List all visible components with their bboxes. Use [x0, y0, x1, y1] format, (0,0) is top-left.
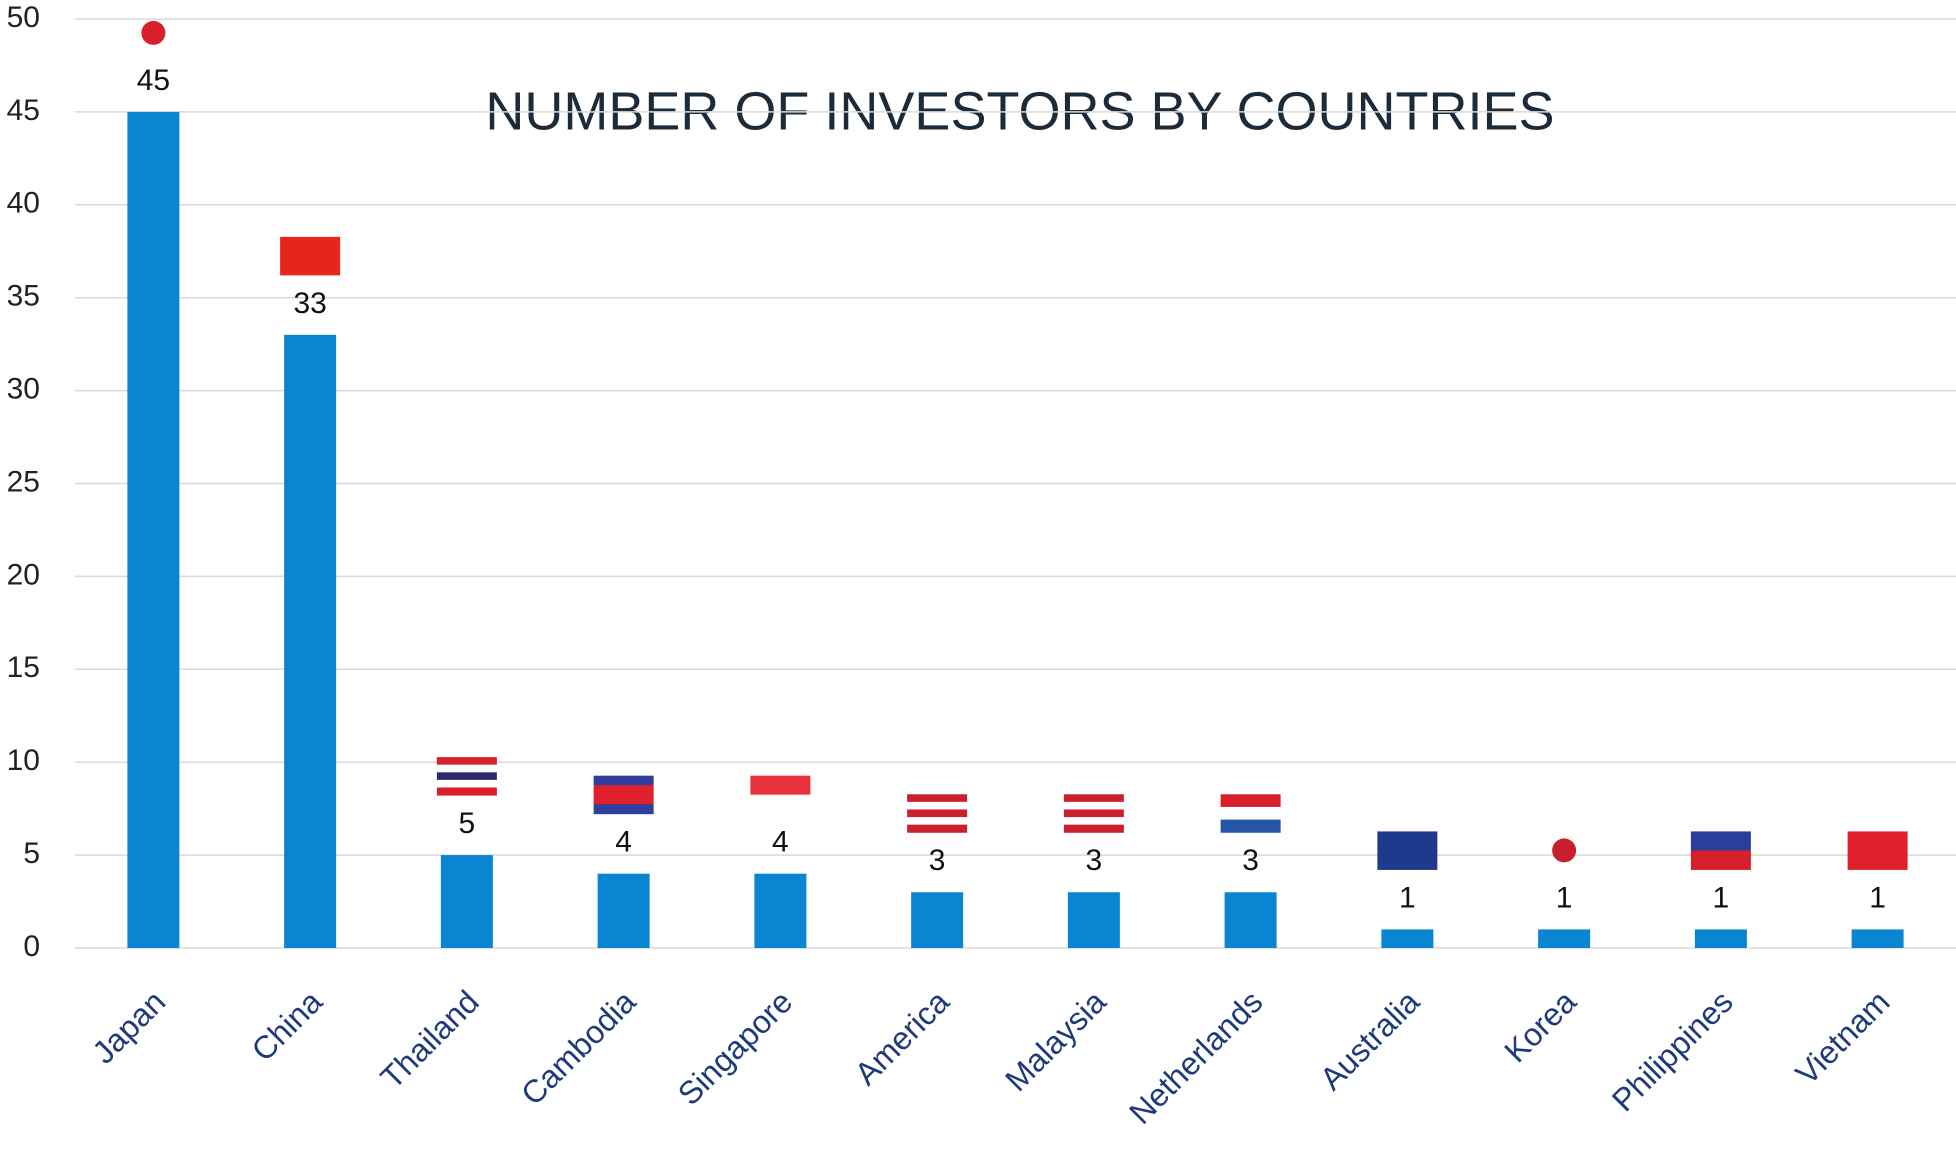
- y-tick-label: 20: [7, 558, 40, 591]
- flag-icon: [907, 824, 968, 833]
- flag-icon: [1063, 824, 1124, 833]
- value-label: 5: [459, 807, 476, 840]
- value-label: 1: [1713, 881, 1730, 914]
- bar: [440, 855, 493, 948]
- value-label: 33: [293, 287, 326, 320]
- value-label: 4: [615, 826, 632, 859]
- flag-icon: [907, 817, 968, 826]
- x-tick-label: Korea: [1497, 983, 1583, 1069]
- value-label: 3: [1242, 844, 1259, 877]
- value-label: 3: [1086, 844, 1103, 877]
- flag-icon: [1063, 794, 1124, 803]
- flag-icon: [436, 757, 497, 766]
- x-tick-label: Singapore: [671, 983, 800, 1112]
- x-tick-label: Philippines: [1605, 983, 1740, 1118]
- y-tick-label: 0: [23, 930, 40, 963]
- bar: [1381, 929, 1434, 948]
- flag-icon: [1063, 809, 1124, 818]
- y-tick-label: 45: [7, 94, 40, 127]
- y-tick-label: 5: [23, 837, 40, 870]
- flag-icon: [907, 794, 968, 803]
- flag-icon: [1552, 838, 1577, 863]
- flag-icon: [593, 794, 654, 805]
- x-tick-label: China: [244, 983, 329, 1068]
- y-tick-label: 40: [7, 187, 40, 220]
- flag-icon: [280, 236, 341, 276]
- flag-icon: [436, 764, 497, 773]
- flag-icon: [1220, 794, 1281, 808]
- value-label: 3: [929, 844, 946, 877]
- flag-icon: [907, 801, 968, 810]
- flag-icon: [593, 785, 654, 796]
- x-tick-label: Vietnam: [1788, 983, 1896, 1091]
- flag-icon: [436, 787, 497, 796]
- y-tick-label: 30: [7, 373, 40, 406]
- flag-icon: [1063, 801, 1124, 810]
- bar: [127, 111, 180, 948]
- bar: [284, 334, 337, 948]
- x-tick-label: Netherlands: [1122, 983, 1269, 1130]
- flag-icon: [750, 794, 811, 815]
- flag-icon: [1063, 817, 1124, 826]
- value-label: 1: [1869, 881, 1886, 914]
- flag-icon: [436, 779, 497, 788]
- x-tick-label: Thailand: [374, 983, 486, 1095]
- bar: [1067, 892, 1120, 948]
- bar: [1694, 929, 1747, 948]
- x-tick-label: Japan: [85, 983, 172, 1070]
- bar: [1851, 929, 1904, 948]
- flag-icon: [750, 775, 811, 796]
- x-tick-label: Australia: [1313, 983, 1427, 1097]
- flag-icon: [593, 775, 654, 786]
- bar: [597, 873, 650, 948]
- y-tick-label: 35: [7, 280, 40, 313]
- flag-icon: [593, 804, 654, 815]
- flag-icon: [1690, 831, 1751, 851]
- y-tick-label: 15: [7, 651, 40, 684]
- x-tick-label: America: [848, 983, 957, 1092]
- flag-icon: [436, 772, 497, 781]
- x-tick-label: Cambodia: [514, 983, 643, 1112]
- bar: [1538, 929, 1591, 948]
- flag-icon: [1220, 806, 1281, 821]
- y-tick-label: 50: [7, 1, 40, 34]
- flag-icon: [1690, 850, 1751, 870]
- flag-icon: [907, 809, 968, 818]
- flag-icon: [1377, 831, 1438, 870]
- bar: [754, 873, 807, 948]
- value-label: 1: [1399, 881, 1416, 914]
- y-tick-label: 25: [7, 465, 40, 498]
- value-label: 1: [1556, 881, 1573, 914]
- value-label: 45: [137, 64, 170, 97]
- x-tick-label: Malaysia: [998, 983, 1113, 1098]
- flag-icon: [1220, 819, 1281, 833]
- flag-icon: [1847, 831, 1908, 870]
- bar: [1224, 892, 1277, 948]
- bar: [911, 892, 964, 948]
- flag-icon: [141, 20, 166, 45]
- value-label: 4: [772, 826, 789, 859]
- y-tick-label: 10: [7, 744, 40, 777]
